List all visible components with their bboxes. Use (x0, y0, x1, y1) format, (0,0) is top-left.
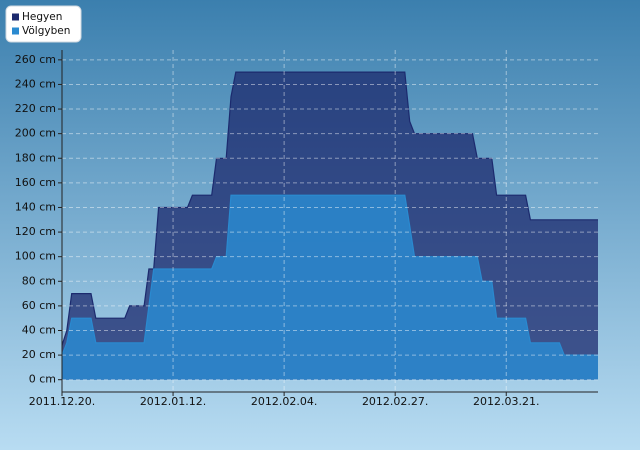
y-tick-label: 240 cm (15, 77, 56, 90)
y-tick-label: 200 cm (15, 127, 56, 140)
y-tick-label: 100 cm (15, 250, 56, 263)
y-tick-label: 120 cm (15, 225, 56, 238)
x-tick-label: 2012.03.21. (473, 395, 539, 408)
x-tick-label: 2012.02.27. (362, 395, 428, 408)
y-tick-label: 180 cm (15, 151, 56, 164)
area-fill (62, 195, 598, 380)
x-tick-label: 2011.12.20. (29, 395, 95, 408)
y-tick-label: 80 cm (22, 274, 56, 287)
y-tick-label: 60 cm (22, 299, 56, 312)
y-tick-label: 220 cm (15, 102, 56, 115)
legend-label: Hegyen (22, 11, 62, 23)
y-tick-label: 140 cm (15, 200, 56, 213)
y-tick-label: 0 cm (29, 373, 56, 386)
y-tick-label: 20 cm (22, 348, 56, 361)
x-tick-label: 2012.02.04. (251, 395, 317, 408)
legend-swatch (12, 13, 19, 21)
legend-label: Völgyben (22, 25, 70, 37)
y-tick-label: 40 cm (22, 323, 56, 336)
legend-box (5, 5, 82, 43)
legend-swatch (12, 27, 19, 35)
x-tick-label: 2012.01.12. (140, 395, 206, 408)
area-line (61, 71, 598, 346)
legend: Hegyen Völgyben (5, 5, 82, 43)
area-line (61, 194, 598, 356)
y-tick-label: 260 cm (15, 53, 56, 66)
y-tick-label: 160 cm (15, 176, 56, 189)
